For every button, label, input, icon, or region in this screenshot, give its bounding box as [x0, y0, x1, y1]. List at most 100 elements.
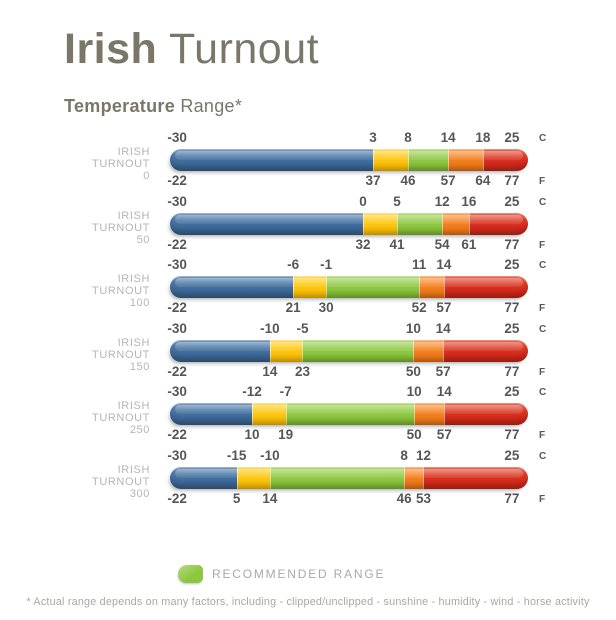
row-label-line: TURNOUT: [92, 475, 150, 488]
row-label-line: 150: [129, 360, 150, 373]
temp-label: 52: [411, 300, 427, 315]
segment-orange: [404, 466, 424, 489]
temp-label: -5: [296, 320, 309, 336]
temp-label: 14: [262, 363, 278, 379]
temp-label: -10: [260, 320, 280, 336]
turnout-row: IRISH TURNOUT 150 -30 -10 -5 10 14 25 -22 14 23 50 57…: [0, 321, 616, 385]
temp-label: 12: [434, 193, 450, 209]
fahrenheit-unit-label: F: [539, 176, 546, 187]
temp-label: -7: [279, 384, 292, 399]
temp-label: 10: [244, 427, 260, 442]
row-label: IRISH TURNOUT 50: [0, 210, 150, 246]
temp-label: -30: [167, 447, 187, 463]
segment-yellow: [236, 466, 270, 489]
segment-blue: [170, 149, 373, 171]
row-label: IRISH TURNOUT 250: [0, 400, 150, 436]
row-label: IRISH TURNOUT 150: [0, 337, 150, 373]
row-label-line: TURNOUT: [92, 158, 150, 170]
segment-orange: [414, 403, 445, 425]
celsius-unit-label: C: [539, 387, 547, 398]
segment-orange: [419, 276, 444, 298]
chart-subtitle: Temperature Range*: [64, 96, 242, 117]
temperature-bar: [170, 276, 528, 298]
temp-label: -30: [167, 320, 187, 336]
row-label-line: IRISH: [117, 146, 150, 158]
row-label: IRISH TURNOUT 0: [0, 146, 150, 182]
fahrenheit-scale: -22 32 41 54 61 77: [167, 236, 528, 253]
celsius-unit-label: C: [539, 196, 547, 208]
celsius-scale: -30 -15 -10 8 12 25: [167, 447, 528, 464]
row-label-line: TURNOUT: [92, 348, 150, 361]
temp-label: -22: [167, 300, 187, 315]
temp-label: -10: [260, 447, 280, 463]
row-label-line: IRISH: [117, 463, 150, 476]
turnout-row: IRISH TURNOUT 0 -30 3 8 14 18 25 -22 37 46 57 64 77 C F: [0, 130, 616, 194]
segment-red: [443, 276, 528, 298]
celsius-unit-label: C: [539, 450, 547, 462]
segment-yellow: [269, 339, 303, 362]
segment-green: [269, 466, 405, 489]
temp-label: 77: [504, 427, 520, 442]
temp-label: 14: [436, 384, 452, 399]
temp-label: 25: [504, 193, 520, 209]
temp-label: -30: [167, 384, 187, 399]
temp-label: 53: [415, 490, 431, 506]
row-label-line: IRISH: [117, 209, 150, 222]
temp-label: -22: [167, 490, 187, 506]
temp-label: 30: [318, 300, 334, 315]
temp-label: 5: [232, 490, 241, 506]
segment-blue: [170, 339, 270, 362]
temp-label: 57: [436, 300, 452, 315]
turnout-row: IRISH TURNOUT 100 -30 -6 -1 11 14 25 -22 21 30 52 57 7…: [0, 257, 616, 321]
row-label-line: IRISH: [117, 273, 150, 285]
temperature-bar: [170, 149, 528, 171]
temp-label: 14: [262, 490, 278, 506]
fahrenheit-scale: -22 14 23 50 57 77: [167, 363, 528, 380]
temp-label: -22: [167, 427, 187, 442]
row-label-line: 0: [143, 170, 150, 182]
row-label-line: TURNOUT: [92, 285, 150, 297]
segment-yellow: [251, 403, 286, 425]
segment-green: [302, 339, 414, 362]
temp-label: 25: [504, 257, 520, 272]
turnout-row: IRISH TURNOUT 300 -30 -15 -10 8 12 25 -22 5 14 46 53 7…: [0, 448, 616, 512]
row-label-line: IRISH: [117, 336, 150, 349]
celsius-scale: -30 -10 -5 10 14 25: [167, 320, 528, 337]
row-label-line: 100: [129, 297, 150, 309]
temp-label: 18: [475, 130, 491, 145]
temp-label: -30: [167, 257, 187, 272]
row-label: IRISH TURNOUT 100: [0, 273, 150, 309]
temp-label: 46: [396, 490, 412, 506]
temp-label: 25: [504, 384, 520, 399]
temp-label: -22: [167, 236, 187, 252]
segment-red: [444, 403, 528, 425]
segment-orange: [413, 339, 444, 362]
temp-label: -6: [287, 257, 300, 272]
temperature-bar: [170, 466, 528, 489]
fahrenheit-scale: -22 5 14 46 53 77: [167, 490, 528, 507]
fahrenheit-unit-label: F: [539, 239, 546, 251]
temp-label: 5: [393, 193, 401, 209]
temp-label: 11: [412, 257, 427, 272]
temp-label: 77: [504, 300, 520, 315]
temp-label: 3: [369, 130, 377, 145]
celsius-scale: -30 -6 -1 11 14 25: [167, 257, 528, 273]
segment-green: [285, 403, 415, 425]
temp-label: 54: [434, 236, 450, 252]
temp-label: 77: [504, 236, 520, 252]
celsius-unit-label: C: [539, 260, 547, 271]
legend-label: RECOMMENDED RANGE: [212, 567, 386, 581]
temp-label: -30: [167, 130, 187, 145]
fahrenheit-scale: -22 10 19 50 57 77: [167, 427, 528, 443]
page-title: Irish Turnout: [64, 25, 319, 73]
temperature-bar: [170, 339, 528, 362]
row-label-line: 250: [129, 424, 150, 436]
row-label: IRISH TURNOUT 300: [0, 464, 150, 500]
temp-label: 21: [285, 300, 301, 315]
celsius-scale: -30 0 5 12 16 25: [167, 193, 528, 210]
segment-blue: [170, 403, 252, 425]
segment-blue: [170, 212, 363, 235]
celsius-unit-label: C: [539, 323, 547, 335]
temp-label: 19: [278, 427, 294, 442]
temp-label: 77: [504, 173, 520, 188]
